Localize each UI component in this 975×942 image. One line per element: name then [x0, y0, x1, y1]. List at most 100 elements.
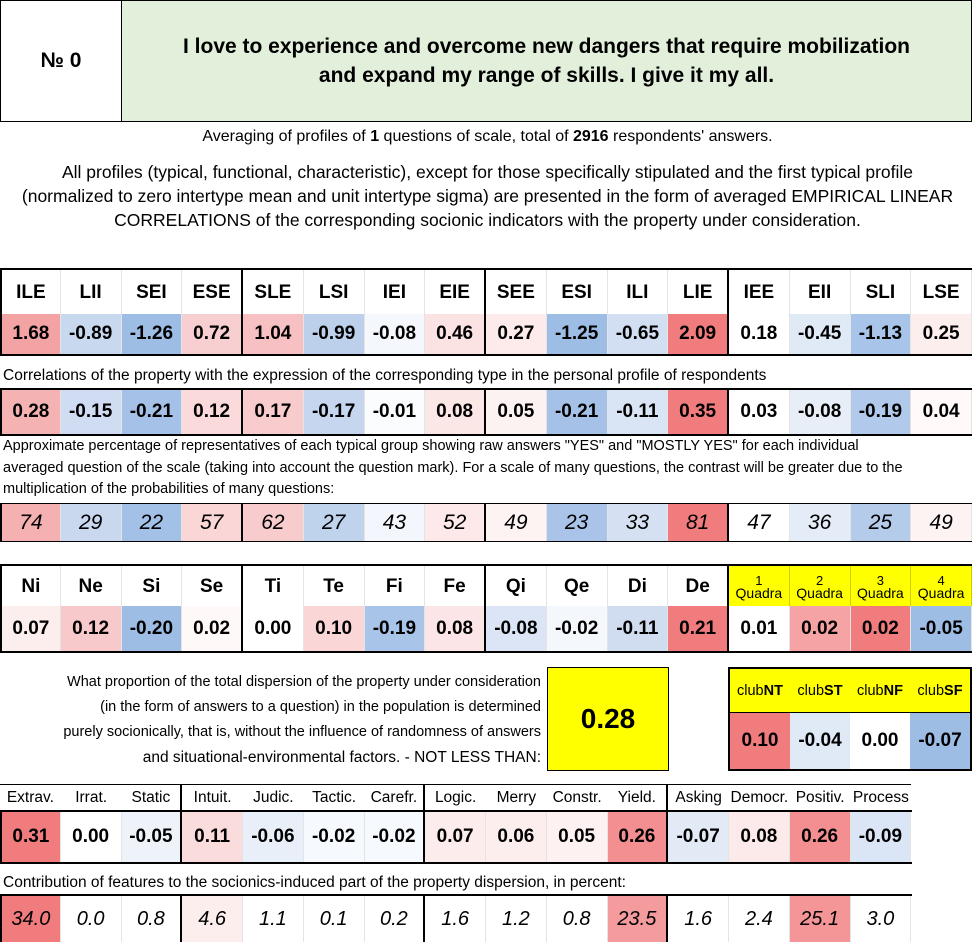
type-percentage-value: 62 — [243, 504, 304, 541]
club-code: NT — [763, 682, 783, 699]
club-prefix: club — [737, 682, 764, 699]
type-normalized-value: 2.09 — [668, 314, 729, 354]
feature-percentage: 1.6 — [668, 896, 729, 942]
function-name: Te — [304, 566, 365, 608]
type-name: EIE — [425, 270, 486, 316]
feature-value: 0.26 — [607, 812, 669, 862]
feature-values-row: 0.31 0.00 -0.05 0.11 -0.06 -0.02 -0.02 0.07 0.06… — [0, 810, 912, 864]
percent-note: Approximate percentage of representative… — [3, 438, 903, 497]
dispersion-line-3: purely socionically, that is, without th… — [63, 724, 541, 740]
function-value: -0.02 — [546, 606, 608, 651]
type-percentage-value: 81 — [668, 504, 729, 541]
function-name: Si — [122, 566, 183, 608]
function-value: -0.08 — [486, 606, 547, 651]
type-percentage-value: 74 — [0, 504, 61, 541]
type-correlation-value: -0.01 — [364, 390, 426, 434]
club-value: -0.07 — [910, 712, 970, 769]
feature-value: 0.31 — [0, 812, 61, 862]
feature-value: 0.05 — [546, 812, 608, 862]
feature-name: Extrav. — [0, 784, 61, 810]
quadra-label: 2 Quadra — [789, 566, 851, 608]
club-label: club ST — [790, 669, 850, 712]
club-value: 0.10 — [730, 712, 790, 769]
type-percentage-value: 47 — [729, 504, 790, 541]
function-name: Qe — [547, 566, 608, 608]
quadra-number: 3 — [876, 573, 884, 588]
type-percentage-value: 43 — [364, 504, 426, 541]
function-values-row: 0.07 0.12 -0.20 0.02 0.00 0.10 -0.19 0.08 -0.08-… — [0, 606, 972, 653]
quadra-value: 0.02 — [850, 606, 912, 651]
function-name: Di — [608, 566, 669, 608]
feature-percentage: 2.4 — [729, 896, 790, 942]
feature-name: Democr. — [729, 784, 790, 810]
feature-value: 0.26 — [789, 812, 851, 862]
type-normalized-value: 0.18 — [729, 314, 790, 354]
type-correlation-value: -0.21 — [121, 390, 183, 434]
feature-percentage: 1.2 — [486, 896, 547, 942]
feature-name: Carefr. — [364, 784, 426, 810]
type-normalized-value: 0.46 — [425, 314, 486, 354]
function-value: -0.19 — [364, 606, 426, 651]
feature-value: -0.06 — [243, 812, 304, 862]
quadra-label: 3 Quadra — [850, 566, 912, 608]
type-correlation-value: 0.28 — [0, 390, 61, 434]
feature-percentage: 0.2 — [364, 896, 426, 942]
type-correlation-value: -0.15 — [60, 390, 122, 434]
correlations-note: Correlations of the property with the ex… — [3, 367, 767, 384]
question-count: 1 — [370, 128, 380, 145]
feature-percentage: 0.1 — [303, 896, 365, 942]
feature-value: 0.07 — [425, 812, 486, 862]
quadra-word: Quadra — [796, 585, 843, 601]
type-percentage-value: 25 — [850, 504, 912, 541]
function-value: 0.21 — [668, 606, 729, 651]
club-prefix: club — [857, 682, 884, 699]
function-value: 0.00 — [243, 606, 304, 651]
club-table: club NT club ST club NF club SF 0.10 -0.04 0.00 -0.… — [728, 667, 972, 771]
type-name: IEE — [729, 270, 790, 316]
type-names-row: ILE LII SEI ESE SLE LSI IEI EIE SEE ESI ILI LIE IEE E… — [0, 268, 972, 317]
feature-value: 0.11 — [182, 812, 243, 862]
club-code: ST — [824, 682, 843, 699]
type-normalized-value: 1.04 — [243, 314, 304, 354]
feature-name: Constr. — [546, 784, 608, 810]
type-correlation-value: 0.03 — [729, 390, 790, 434]
dispersion-value: 0.28 — [547, 667, 669, 771]
averaging-summary: Averaging of profiles of 1 questions of … — [0, 124, 975, 150]
club-value: 0.00 — [850, 712, 910, 769]
type-normalized-value: -0.89 — [60, 314, 122, 354]
type-normalized-value: -0.65 — [607, 314, 669, 354]
feature-percentage: 0.8 — [121, 896, 183, 942]
feature-name: Irrat. — [60, 784, 122, 810]
quadra-number: 4 — [937, 573, 945, 588]
type-normalized-value: -1.13 — [850, 314, 912, 354]
club-code: NF — [883, 682, 903, 699]
feature-percentage: 25.1 — [789, 896, 851, 942]
type-normalized-value: -0.45 — [789, 314, 851, 354]
feature-name: Intuit. — [182, 784, 243, 810]
feature-percentage: 34.0 — [0, 896, 61, 942]
type-percentage-value: 36 — [789, 504, 851, 541]
type-correlation-value: 0.05 — [486, 390, 547, 434]
type-normalized-value: 0.25 — [911, 314, 972, 354]
feature-percentage: 4.6 — [182, 896, 243, 942]
type-correlation-value: -0.17 — [303, 390, 365, 434]
feature-name: Tactic. — [303, 784, 365, 810]
type-name: SEE — [486, 270, 547, 316]
feature-name: Positiv. — [789, 784, 851, 810]
quadra-word: Quadra — [857, 585, 904, 601]
question-number: № 0 — [0, 0, 122, 122]
type-name: IEI — [365, 270, 426, 316]
feature-percentage: 1.6 — [425, 896, 486, 942]
type-percentage-value: 49 — [486, 504, 547, 541]
type-percentages-row: 74 29 22 57 62 27 43 52 49 23 33 81 47 36 25 49 — [0, 503, 972, 542]
function-name: Ne — [61, 566, 122, 608]
club-value: -0.04 — [790, 712, 850, 769]
feature-names-row: Extrav. Irrat. Static Intuit. Judic. Tactic. C… — [0, 784, 912, 810]
type-percentage-value: 27 — [303, 504, 365, 541]
question-title: I love to experience and overcome new da… — [122, 0, 972, 122]
club-label: club NF — [850, 669, 910, 712]
type-percentage-value: 23 — [546, 504, 608, 541]
feature-percentage: 23.5 — [607, 896, 669, 942]
feature-name: Process — [850, 784, 912, 810]
feature-percentage: 1.1 — [243, 896, 304, 942]
